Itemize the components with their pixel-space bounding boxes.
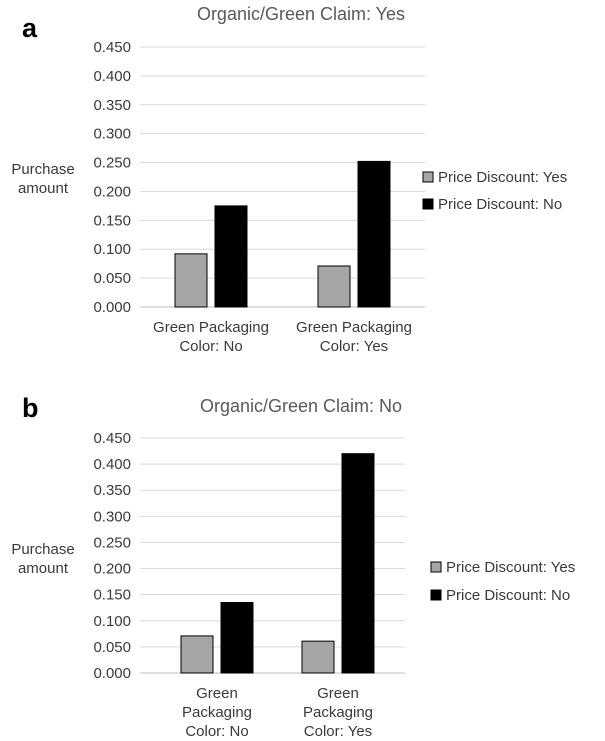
legend-label: Price Discount: Yes [446, 559, 575, 576]
chart-title: Organic/Green Claim: No [200, 396, 402, 416]
x-category-label-line: Color: Yes [304, 723, 372, 740]
x-category-label: Green Packaging Color: No [182, 685, 252, 740]
y-tick-label: 0.150 [93, 587, 131, 604]
bar-discount-no [214, 205, 248, 308]
y-axis-label-line: amount [18, 180, 69, 197]
y-axis-label-line: amount [18, 560, 69, 577]
y-tick-label: 0.400 [93, 456, 131, 473]
panel-letter: a [22, 13, 38, 43]
x-category-label-line: Green Packaging [296, 319, 412, 336]
x-category-label-line: Packaging [182, 704, 252, 721]
y-tick-label: 0.000 [93, 665, 131, 682]
legend-label: Price Discount: Yes [438, 169, 567, 186]
bar-discount-yes [301, 640, 335, 674]
bar-discount-yes [180, 635, 214, 674]
y-tick-label: 0.250 [93, 155, 131, 172]
bar-discount-no [341, 453, 375, 674]
y-axis-label: Purchase amount [11, 541, 74, 577]
legend-swatch [430, 561, 442, 573]
bar-discount-yes [317, 265, 351, 308]
y-tick-label: 0.400 [93, 68, 131, 85]
chart-panel-b: b Organic/Green Claim: No 0.000 0.050 0.100 0… [11, 393, 575, 740]
y-tick-label: 0.100 [93, 241, 131, 258]
legend-label: Price Discount: No [446, 587, 570, 604]
y-tick-label: 0.200 [93, 183, 131, 200]
y-tick-label: 0.050 [93, 639, 131, 656]
y-tick-label: 0.000 [93, 299, 131, 316]
y-tick-label: 0.200 [93, 561, 131, 578]
y-tick-label: 0.350 [93, 482, 131, 499]
y-tick-label: 0.100 [93, 613, 131, 630]
x-category-label-line: Green [317, 685, 359, 702]
bar-discount-no [220, 602, 254, 674]
y-axis-label-line: Purchase [11, 161, 74, 178]
bar-discount-no [357, 160, 391, 308]
y-tick-label: 0.150 [93, 212, 131, 229]
y-axis-label: Purchase amount [11, 161, 74, 197]
x-category-label: Green Packaging Color: Yes [303, 685, 373, 740]
x-category-label-line: Packaging [303, 704, 373, 721]
legend-swatch [422, 198, 434, 210]
panel-letter: b [22, 393, 39, 423]
chart-panel-a: a Organic/Green Claim: Yes 0.000 0.050 0.100… [11, 4, 567, 355]
y-axis-label-line: Purchase [11, 541, 74, 558]
y-tick-label: 0.050 [93, 270, 131, 287]
x-category-label: Green Packaging Color: No [153, 319, 269, 355]
legend-swatch [430, 589, 442, 601]
x-category-label-line: Green [196, 685, 238, 702]
y-tick-label: 0.450 [93, 430, 131, 447]
y-tick-label: 0.450 [93, 39, 131, 56]
y-tick-label: 0.350 [93, 97, 131, 114]
bar-discount-yes [174, 253, 208, 308]
chart-title: Organic/Green Claim: Yes [197, 4, 405, 24]
x-category-label-line: Color: No [185, 723, 248, 740]
x-category-label: Green Packaging Color: Yes [296, 319, 412, 355]
y-tick-label: 0.300 [93, 126, 131, 143]
legend-label: Price Discount: No [438, 196, 562, 213]
y-tick-label: 0.300 [93, 508, 131, 525]
x-category-label-line: Green Packaging [153, 319, 269, 336]
x-category-label-line: Color: No [179, 338, 242, 355]
legend-swatch [422, 171, 434, 183]
y-tick-label: 0.250 [93, 534, 131, 551]
x-category-label-line: Color: Yes [320, 338, 388, 355]
